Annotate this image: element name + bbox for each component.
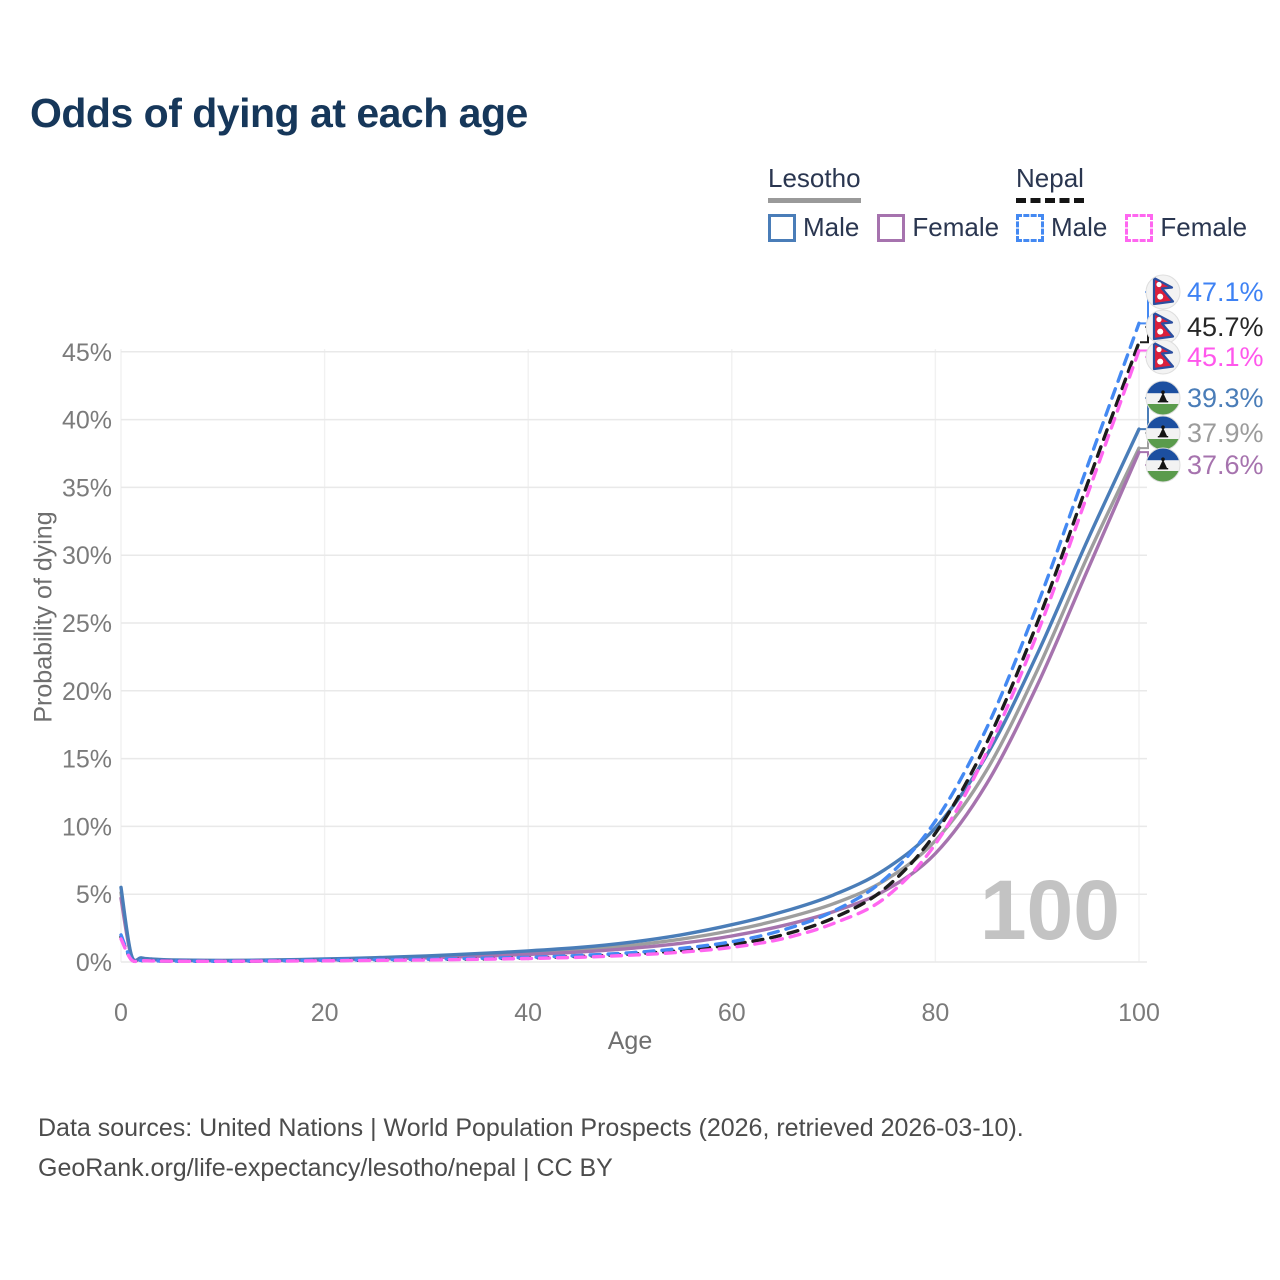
x-tick-60: 60 bbox=[718, 999, 746, 1027]
nepal-female-swatch-icon bbox=[1125, 213, 1154, 242]
age-watermark: 100 bbox=[979, 863, 1120, 957]
legend-item-nepal-female[interactable]: Female bbox=[1125, 212, 1247, 243]
end-label-group-lesotho-male: 39.3% bbox=[1140, 380, 1264, 431]
nepal-flag-icon bbox=[1145, 339, 1181, 375]
y-tick-0: 0% bbox=[76, 949, 112, 977]
end-label-group-nepal-male: 47.1% bbox=[1140, 274, 1264, 325]
end-label-group-nepal: 45.7% bbox=[1140, 309, 1264, 345]
y-tick-25: 25% bbox=[62, 610, 112, 638]
chart-line-nepal-female bbox=[119, 348, 1141, 964]
end-label-group-lesotho-female: 37.6% bbox=[1140, 447, 1264, 483]
x-tick-0: 0 bbox=[114, 999, 128, 1027]
y-tick-30: 30% bbox=[62, 542, 112, 570]
y-tick-20: 20% bbox=[62, 678, 112, 706]
nepal-male-swatch-icon bbox=[1016, 213, 1044, 242]
nepal-flag-icon bbox=[1145, 309, 1181, 345]
chart-line-nepal-male bbox=[119, 321, 1141, 963]
x-tick-100: 100 bbox=[1118, 999, 1160, 1027]
legend-country-lesotho: Lesotho bbox=[768, 163, 861, 203]
legend-label: Female bbox=[912, 212, 1000, 242]
end-label-lesotho-female: 37.6% bbox=[1187, 450, 1264, 480]
x-tick-80: 80 bbox=[921, 999, 949, 1027]
legend-group-lesotho: Lesotho Male Female bbox=[768, 163, 999, 243]
lesotho-flag-icon bbox=[1145, 380, 1181, 416]
legend-label: Female bbox=[1160, 212, 1248, 242]
end-label-nepal: 45.7% bbox=[1187, 312, 1264, 342]
legend-item-nepal-male[interactable]: Male bbox=[1016, 212, 1107, 243]
footer-attribution: GeoRank.org/life-expectancy/lesotho/nepa… bbox=[38, 1154, 613, 1182]
y-axis-title: Probability of dying bbox=[29, 511, 58, 723]
lesotho-male-swatch-icon bbox=[768, 213, 796, 242]
y-tick-5: 5% bbox=[76, 881, 112, 909]
footer: Data sources: United Nations | World Pop… bbox=[38, 1108, 1024, 1188]
y-tick-10: 10% bbox=[62, 813, 112, 841]
y-tick-45: 45% bbox=[62, 339, 112, 367]
legend-label: Male bbox=[803, 212, 860, 242]
legend-item-lesotho-male[interactable]: Male bbox=[768, 212, 859, 243]
end-label-group-lesotho: 37.9% bbox=[1140, 415, 1264, 451]
y-tick-40: 40% bbox=[62, 407, 112, 435]
x-tick-40: 40 bbox=[514, 999, 542, 1027]
lesotho-female-swatch-icon bbox=[877, 213, 906, 242]
legend-group-nepal: Nepal Male Female bbox=[1016, 163, 1247, 243]
end-label-nepal-female: 45.1% bbox=[1187, 342, 1264, 372]
lesotho-flag-icon bbox=[1145, 415, 1181, 451]
end-label-lesotho-male: 39.3% bbox=[1187, 383, 1264, 413]
end-label-group-nepal-female: 45.1% bbox=[1140, 339, 1264, 375]
nepal-flag-icon bbox=[1145, 274, 1181, 310]
lesotho-flag-icon bbox=[1145, 447, 1181, 483]
legend-country-nepal: Nepal bbox=[1016, 163, 1084, 203]
end-label-nepal-male: 47.1% bbox=[1187, 277, 1264, 307]
x-axis-title: Age bbox=[607, 1027, 653, 1055]
end-label-lesotho: 37.9% bbox=[1187, 418, 1264, 448]
legend-label: Male bbox=[1051, 212, 1108, 242]
y-tick-15: 15% bbox=[62, 746, 112, 774]
page-title: Odds of dying at each age bbox=[30, 90, 528, 136]
legend-item-lesotho-female[interactable]: Female bbox=[877, 212, 999, 243]
footer-data-sources: Data sources: United Nations | World Pop… bbox=[38, 1114, 1024, 1142]
y-tick-35: 35% bbox=[62, 474, 112, 502]
x-tick-20: 20 bbox=[311, 999, 339, 1027]
